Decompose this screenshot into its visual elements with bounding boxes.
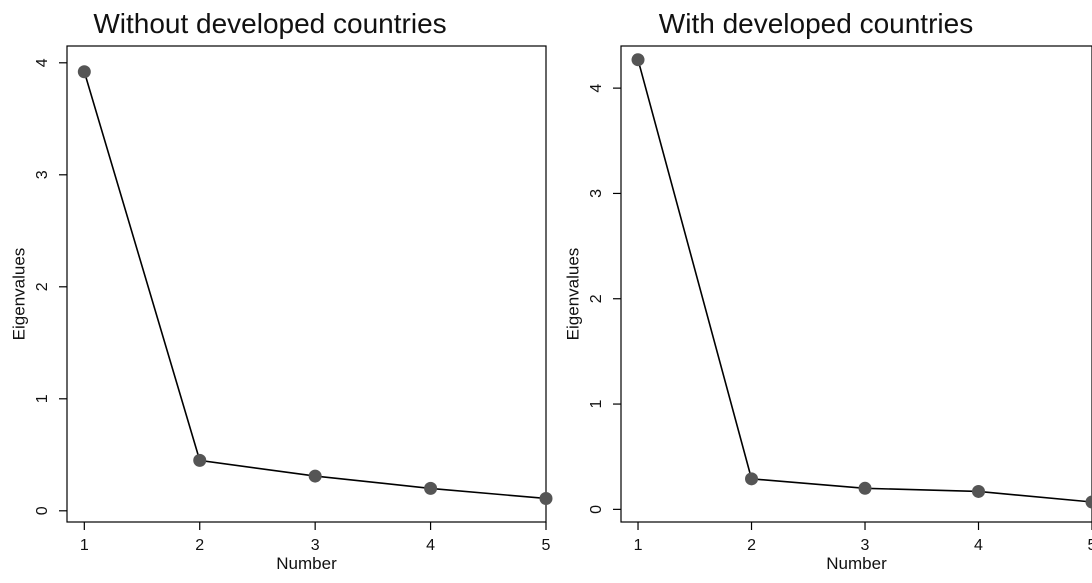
y-tick-label: 4 bbox=[588, 84, 605, 93]
chart-svg: 0 1 2 3 4 1 2 3 4 5 Number Eigenvalues bbox=[563, 45, 1092, 573]
x-tick-label: 3 bbox=[861, 537, 870, 554]
plot-frame bbox=[620, 45, 1092, 523]
data-point bbox=[193, 453, 207, 467]
y-tick-label: 3 bbox=[588, 189, 605, 198]
x-tick-label: 2 bbox=[195, 537, 204, 554]
data-point bbox=[972, 484, 986, 498]
y-tick-label: 0 bbox=[588, 505, 605, 514]
x-axis-label: Number bbox=[276, 554, 337, 573]
y-tick-label: 1 bbox=[588, 400, 605, 409]
chart-title: With developed countries bbox=[658, 8, 974, 39]
plot-frame bbox=[66, 45, 547, 523]
y-tick-label: 3 bbox=[34, 170, 51, 179]
y-tick-label: 4 bbox=[34, 58, 51, 67]
chart-svg: 0 1 2 3 4 1 2 3 4 5 Number Eigenvalues bbox=[9, 45, 553, 573]
x-tick-label: 5 bbox=[542, 537, 551, 554]
x-tick-label: 1 bbox=[634, 537, 643, 554]
x-tick-label: 2 bbox=[747, 537, 756, 554]
x-tick-label: 3 bbox=[311, 537, 320, 554]
data-point bbox=[745, 472, 759, 486]
y-tick-label: 0 bbox=[34, 506, 51, 515]
chart-right: With developed countries 0 1 2 3 4 1 2 3 4 5 Numbe… bbox=[546, 0, 1092, 583]
chart-left: Without developed countries 0 1 2 3 4 1 2 3 4 5 Nu… bbox=[9, 8, 553, 573]
series-line bbox=[637, 59, 1092, 503]
data-point bbox=[424, 481, 438, 495]
y-tick-label: 2 bbox=[34, 282, 51, 291]
y-tick-label: 1 bbox=[34, 394, 51, 403]
data-point bbox=[1085, 495, 1092, 509]
chart-title: Without developed countries bbox=[93, 8, 447, 39]
series-line bbox=[83, 71, 547, 500]
y-axis-label: Eigenvalues bbox=[563, 248, 582, 341]
x-tick-label: 4 bbox=[974, 537, 983, 554]
data-point bbox=[858, 481, 872, 495]
data-point bbox=[77, 65, 91, 79]
data-point bbox=[539, 491, 553, 505]
data-point bbox=[308, 469, 322, 483]
x-axis-label: Number bbox=[826, 554, 887, 573]
x-tick-label: 5 bbox=[1088, 537, 1092, 554]
y-axis-label: Eigenvalues bbox=[9, 248, 28, 341]
data-point bbox=[631, 53, 645, 67]
x-tick-label: 1 bbox=[80, 537, 89, 554]
x-tick-label: 4 bbox=[426, 537, 435, 554]
y-tick-label: 2 bbox=[588, 294, 605, 303]
